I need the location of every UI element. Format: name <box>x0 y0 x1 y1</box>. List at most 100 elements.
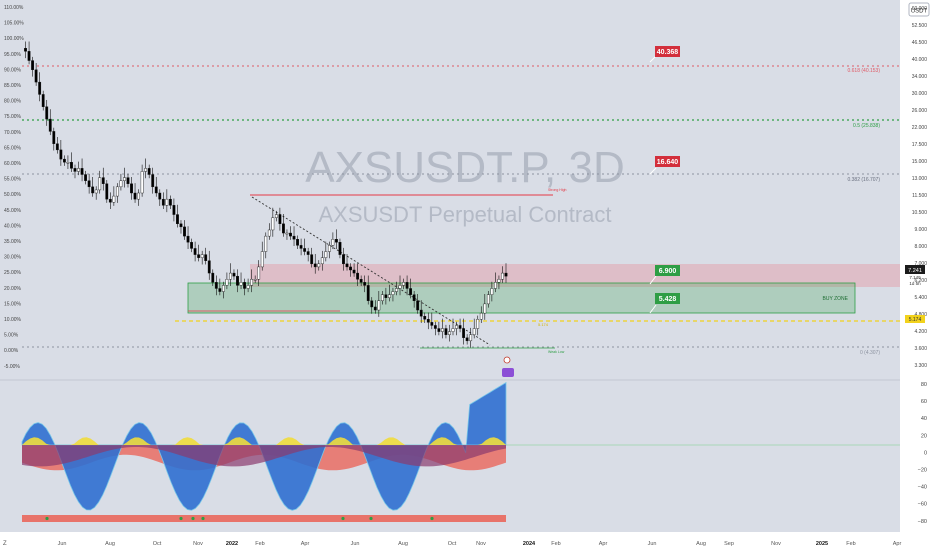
dividend-event-icon[interactable] <box>502 368 514 377</box>
candle-body <box>444 328 448 335</box>
candle-body <box>494 282 497 289</box>
last-price-sub2: 1d 5h <box>909 281 921 286</box>
price-tag-16640[interactable]: 16.640 <box>649 156 680 175</box>
right-axis-tick: 3.600 <box>914 346 927 352</box>
last-price-tag[interactable] <box>905 265 925 274</box>
right-axis-tick: 34.000 <box>912 74 928 80</box>
price-pane-bg <box>0 0 900 380</box>
osc-purple-area <box>22 445 506 467</box>
time-axis-tick: Sep <box>724 541 734 547</box>
right-axis-tick: 3.300 <box>914 363 927 369</box>
right-axis-tick: 6.200 <box>914 278 927 284</box>
osc-yellow-area <box>22 437 506 445</box>
candle-body <box>363 282 367 286</box>
yellow-level-caption: 5.174 <box>538 322 549 327</box>
candle-body <box>370 300 374 308</box>
candle-body <box>197 254 201 258</box>
candle-body <box>158 192 162 200</box>
candle-body <box>349 266 352 271</box>
candle-body <box>426 319 430 323</box>
osc-axis-tick: −60 <box>918 502 927 508</box>
time-axis-tick: Aug <box>398 541 408 547</box>
left-axis-tick: 70.00% <box>4 130 22 136</box>
candle-body <box>292 235 296 240</box>
time-axis-bg <box>0 532 932 550</box>
osc-axis-tick: 20 <box>921 433 927 439</box>
event-marker-icon[interactable] <box>503 356 511 364</box>
candle-body <box>147 168 151 175</box>
signal-dot <box>430 516 434 521</box>
price-tag-6900[interactable]: 6.900 <box>649 265 680 285</box>
corner-label: Z <box>3 541 7 547</box>
candle-body <box>335 238 338 243</box>
candle-body <box>176 214 179 224</box>
signal-dot <box>201 516 205 521</box>
right-axis-tick: 52.500 <box>912 23 928 29</box>
candle-body <box>70 161 73 169</box>
left-axis: 110.00% 105.00% 100.00% 95.00% 90.00% 85.00% 8… <box>4 5 24 370</box>
candle-body <box>483 303 487 314</box>
candle-body <box>416 300 420 311</box>
right-axis-tick: 46.500 <box>912 40 928 46</box>
right-axis-tick: 7.000 <box>914 261 927 267</box>
candle-body <box>352 269 356 274</box>
fib-label-0: 0 (4.307) <box>860 350 880 356</box>
candle-body <box>441 328 444 332</box>
candle-body <box>338 242 342 255</box>
candle-body <box>214 282 218 289</box>
candle-body <box>55 143 59 151</box>
candle-body <box>98 177 102 191</box>
time-axis-tick: Aug <box>105 541 115 547</box>
candle-body <box>448 331 451 335</box>
candle-body <box>119 180 123 188</box>
fib-label-0618: 0.618 (40.153) <box>847 68 880 74</box>
price-tag-5428[interactable]: 5.428 <box>649 293 680 314</box>
candle-body <box>469 334 473 342</box>
candle-body <box>430 322 434 326</box>
right-axis-tick: 9.000 <box>914 227 927 233</box>
time-axis-tick: 2022 <box>226 541 238 547</box>
candle-body <box>501 272 504 280</box>
right-axis-tick: 30.000 <box>912 91 928 97</box>
osc-axis-tick: 0 <box>924 450 927 456</box>
candle-body <box>108 198 112 203</box>
candle-body <box>342 254 345 265</box>
candle-body <box>437 328 441 332</box>
candle-body <box>27 51 31 61</box>
candle-body <box>126 177 130 184</box>
left-axis-tick: 100.00% <box>4 36 24 42</box>
signal-dot <box>191 516 195 521</box>
candle-body <box>433 325 437 329</box>
candle-body <box>331 238 335 246</box>
right-axis-tick: 15.000 <box>912 159 928 165</box>
signal-dot <box>341 516 345 521</box>
candle-body <box>395 288 398 292</box>
right-axis-tick: 8.000 <box>914 244 927 250</box>
candle-body <box>207 260 211 274</box>
candle-body <box>80 168 84 175</box>
candle-body <box>101 177 105 184</box>
candle-body <box>317 263 321 268</box>
candle-body <box>144 168 148 172</box>
candle-body <box>236 275 239 286</box>
candle-body <box>455 325 458 329</box>
signal-dot <box>45 516 49 521</box>
candle-body <box>409 288 413 295</box>
osc-axis-tick: 40 <box>921 416 927 422</box>
candle-body <box>41 94 45 107</box>
descending-trendline <box>251 196 491 346</box>
svg-text:5.428: 5.428 <box>659 296 677 303</box>
currency-badge[interactable] <box>908 2 930 17</box>
right-axis-tick: 10.500 <box>912 210 928 216</box>
candle-body <box>190 242 193 249</box>
time-axis-tick: 2024 <box>523 541 536 547</box>
left-axis-tick: 105.00% <box>4 21 24 27</box>
price-tag-40368[interactable]: 40.368 <box>649 46 680 63</box>
candle-body <box>250 279 254 286</box>
candle-body <box>356 272 360 280</box>
candle-body <box>451 328 455 332</box>
left-axis-tick: 60.00% <box>4 161 22 167</box>
candle-body <box>34 69 38 83</box>
candle-body <box>66 161 70 164</box>
